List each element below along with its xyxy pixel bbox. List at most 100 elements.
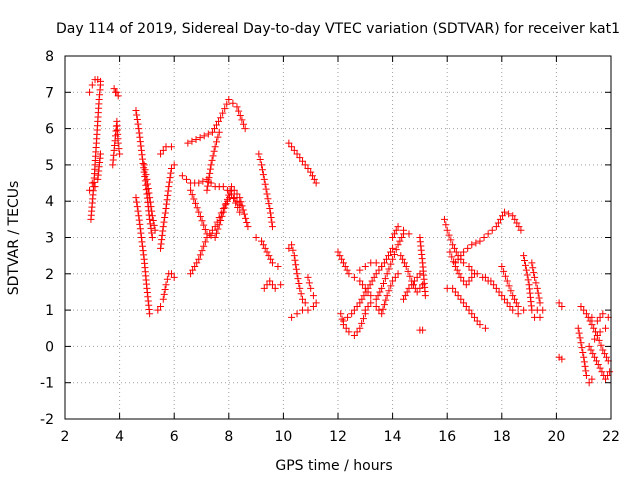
data-point-interp [200, 242, 208, 250]
data-point [203, 186, 211, 194]
data-point [440, 215, 448, 223]
data-point [334, 248, 342, 256]
data-point [588, 321, 596, 329]
x-tick-label: 22 [602, 429, 620, 445]
data-point-interp [495, 288, 503, 296]
data-point-interp [511, 295, 519, 303]
data-point-interp [167, 169, 175, 177]
data-point-interp [468, 266, 476, 274]
data-point [211, 234, 219, 241]
data-point-interp [462, 302, 470, 310]
data-point-interp [222, 200, 230, 208]
data-point [582, 310, 590, 318]
data-point [148, 234, 156, 241]
data-point [157, 244, 165, 252]
data-point [187, 186, 195, 194]
data-point-interp [596, 313, 604, 321]
data-point-interp [161, 286, 169, 294]
data-point-interp [158, 231, 166, 239]
data-point [585, 342, 593, 350]
data-point-interp [139, 159, 147, 167]
data-point-interp [368, 277, 376, 285]
data-point [460, 259, 468, 267]
data-point-interp [580, 358, 588, 366]
data-point [233, 103, 241, 111]
data-point [378, 284, 386, 292]
data-point-interp [136, 138, 144, 146]
data-point [593, 317, 601, 325]
data-point-interp [391, 273, 399, 281]
data-point-interp [213, 138, 221, 146]
data-point-interp [447, 236, 455, 244]
data-point [509, 212, 517, 220]
data-point [96, 81, 104, 89]
data-point-interp [392, 226, 400, 234]
data-point-interp [530, 269, 538, 277]
data-point [170, 161, 178, 169]
data-point-interp [208, 156, 216, 164]
data-point [268, 223, 276, 231]
data-point [88, 179, 96, 187]
data-point-interp [147, 203, 155, 211]
data-point-interp [146, 198, 154, 206]
data-point [192, 135, 200, 143]
data-point-interp [239, 206, 247, 214]
data-point-interp [295, 279, 303, 287]
data-point-interp [511, 215, 519, 223]
data-point [451, 259, 459, 267]
data-point-interp [304, 165, 312, 173]
data-point [522, 266, 530, 274]
data-point-interp [288, 143, 296, 151]
data-point-interp [593, 332, 601, 340]
data-point [228, 183, 236, 191]
data-point-interp [196, 212, 204, 220]
data-point [208, 128, 216, 136]
data-point [86, 88, 94, 96]
data-point [591, 335, 599, 343]
data-point [468, 273, 476, 281]
data-point-interp [578, 344, 586, 352]
data-point [577, 339, 585, 347]
data-point-interp [261, 180, 269, 188]
data-point [113, 88, 121, 96]
data-point-interp [259, 171, 267, 179]
data-point [394, 241, 402, 249]
data-point-interp [457, 252, 465, 260]
data-point-interp [215, 117, 223, 125]
data-point-interp [219, 109, 227, 117]
data-point-interp [206, 169, 214, 177]
data-point [582, 371, 590, 379]
data-point-interp [196, 251, 204, 259]
data-point [312, 179, 320, 187]
y-axis-title: SDTVAR / TECUs [6, 181, 22, 296]
data-point [301, 161, 309, 169]
data-point [307, 284, 315, 292]
data-point-interp [380, 279, 387, 287]
data-point-interp [390, 250, 398, 258]
data-point-interp [164, 187, 172, 195]
data-point [599, 346, 607, 354]
data-point [268, 259, 276, 267]
data-point [86, 186, 94, 194]
data-point-interp [218, 212, 226, 220]
data-point-interp [453, 266, 461, 274]
data-point [285, 244, 293, 252]
data-point-interp [338, 315, 346, 323]
data-point [146, 194, 154, 202]
data-point [413, 288, 421, 296]
data-point [293, 270, 301, 278]
data-point-interp [580, 306, 588, 314]
data-point [465, 306, 473, 314]
data-point-interp [163, 196, 171, 204]
data-point [501, 208, 509, 216]
data-point-interp [191, 199, 199, 207]
data-point-interp [505, 282, 513, 290]
data-point-interp [160, 290, 168, 298]
data-point [288, 313, 296, 321]
data-point-interp [226, 187, 234, 195]
data-point [345, 270, 353, 278]
data-point-interp [359, 281, 367, 289]
data-point-interp [189, 266, 197, 274]
data-point [215, 128, 223, 136]
data-point-interp [496, 215, 504, 223]
